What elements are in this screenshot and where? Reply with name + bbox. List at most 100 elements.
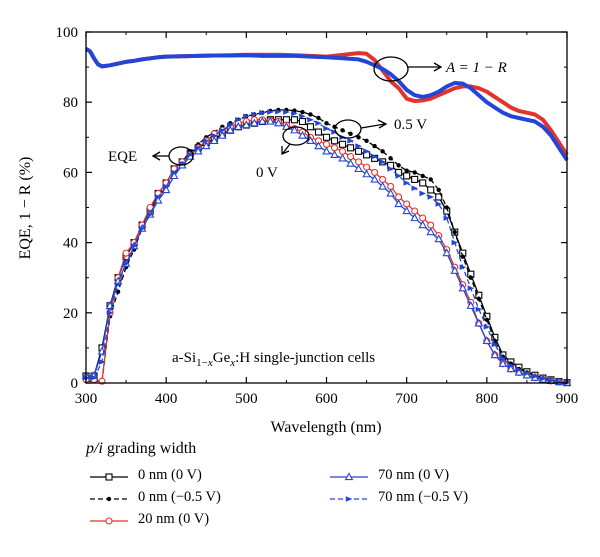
legend-label: 0 nm (−0.5 V): [138, 489, 221, 505]
legend-symbol: [330, 472, 368, 481]
series-0-point: [427, 186, 435, 194]
series-4-point: [467, 285, 475, 292]
y-tick-label: 60: [63, 165, 78, 181]
series-4-point: [259, 109, 266, 116]
series-4-point: [203, 138, 210, 144]
series-3-point: [274, 118, 283, 127]
series-1-point: [452, 229, 457, 235]
series-4-point: [154, 194, 162, 200]
series-3-point: [514, 367, 524, 376]
series-2-point: [395, 193, 403, 201]
series-1-point: [308, 112, 313, 117]
series-0-point: [322, 133, 331, 141]
y-tick-label: 100: [56, 25, 79, 41]
absorption-ellipse: [373, 56, 409, 82]
series-4-point: [211, 132, 218, 139]
series-line-6: [84, 47, 569, 162]
x-tick-label: 800: [476, 391, 499, 407]
legend-symbol: [90, 496, 128, 502]
legend-marker: [344, 472, 354, 481]
series-1-point: [468, 275, 473, 280]
series-3-point: [370, 174, 379, 183]
series-4-point: [235, 116, 242, 123]
series-0-point: [298, 117, 307, 126]
x-tick-label: 700: [395, 391, 418, 407]
series-4-point: [435, 201, 443, 207]
series-3-point: [450, 265, 460, 274]
series-2-point: [355, 158, 363, 166]
series-4-point: [347, 138, 354, 144]
series-0-point: [346, 144, 355, 152]
series-4-point: [363, 148, 370, 155]
series-0-point: [330, 137, 339, 145]
series-3-point: [378, 181, 387, 190]
series-3-point: [354, 164, 363, 173]
series-4-point: [146, 211, 154, 218]
series-1-point: [388, 156, 393, 161]
series-2-point: [338, 147, 347, 155]
y-axis-ticks: 0 20 40 60 80 100: [56, 25, 567, 392]
series-4-point: [507, 362, 515, 369]
series-1-point: [420, 173, 425, 179]
series-4-point: [227, 122, 234, 128]
absorption-label: A = 1 − R: [445, 60, 507, 76]
series-4-point: [483, 324, 491, 330]
series-4-point: [547, 377, 555, 384]
series-3-point: [402, 206, 411, 215]
series-4-point: [443, 215, 451, 221]
series-3-point: [362, 169, 371, 178]
bias-05-label: 0.5 V: [394, 117, 427, 133]
series-3-point: [314, 141, 323, 150]
series-2-point: [403, 200, 411, 208]
series-4-point: [251, 111, 258, 118]
series-1-point: [484, 317, 490, 323]
series-2-point: [346, 153, 355, 161]
series-4-point: [371, 153, 378, 160]
x-tick-label: 600: [315, 391, 338, 407]
series-3-point: [506, 364, 516, 373]
series-2-point: [427, 221, 435, 229]
series-4-point: [451, 239, 459, 246]
series-0-point: [403, 172, 411, 180]
series-0-point: [435, 193, 443, 201]
series-4-point: [419, 190, 427, 197]
legend-label: 70 nm (0 V): [378, 467, 450, 483]
series-4-point: [523, 370, 531, 376]
series-3-point: [250, 118, 259, 127]
series-1-point: [436, 187, 441, 193]
series-4-point: [195, 145, 202, 151]
series-3-point: [242, 120, 251, 129]
legend-label: 20 nm (0 V): [138, 511, 210, 527]
series-3-point: [490, 350, 500, 359]
series-2-point: [379, 175, 387, 183]
y-tick-label: 40: [63, 236, 78, 252]
series-0-point: [355, 147, 363, 155]
series-1-point: [356, 135, 361, 140]
bias-0-label: 0 V: [256, 165, 278, 181]
series-3-point: [233, 122, 243, 130]
series-4-point: [299, 113, 306, 120]
series-4-point: [331, 129, 338, 135]
series-1-point: [324, 121, 329, 126]
series-4-point: [130, 243, 138, 249]
series-3-point: [394, 199, 403, 208]
series-4-point: [395, 173, 403, 179]
bias-05-ellipse: [334, 119, 362, 139]
series-3-point: [466, 301, 476, 309]
series-4-point: [499, 355, 507, 362]
y-tick-label: 0: [71, 376, 79, 392]
x-tick-label: 300: [75, 391, 98, 407]
legend-marker: [105, 517, 113, 525]
series-3-point: [418, 220, 428, 229]
series-4-point: [475, 306, 483, 313]
series-3-point: [266, 116, 275, 125]
series-3-point: [193, 146, 203, 155]
series-3-point: [482, 336, 492, 345]
series-4-point: [267, 109, 274, 115]
legend-label: 70 nm (−0.5 V): [378, 489, 469, 505]
series-0-point: [419, 179, 427, 187]
series-0-point: [411, 175, 419, 183]
series-4-point: [170, 169, 178, 176]
series-1-point: [428, 177, 433, 182]
series-2-point: [363, 163, 371, 171]
